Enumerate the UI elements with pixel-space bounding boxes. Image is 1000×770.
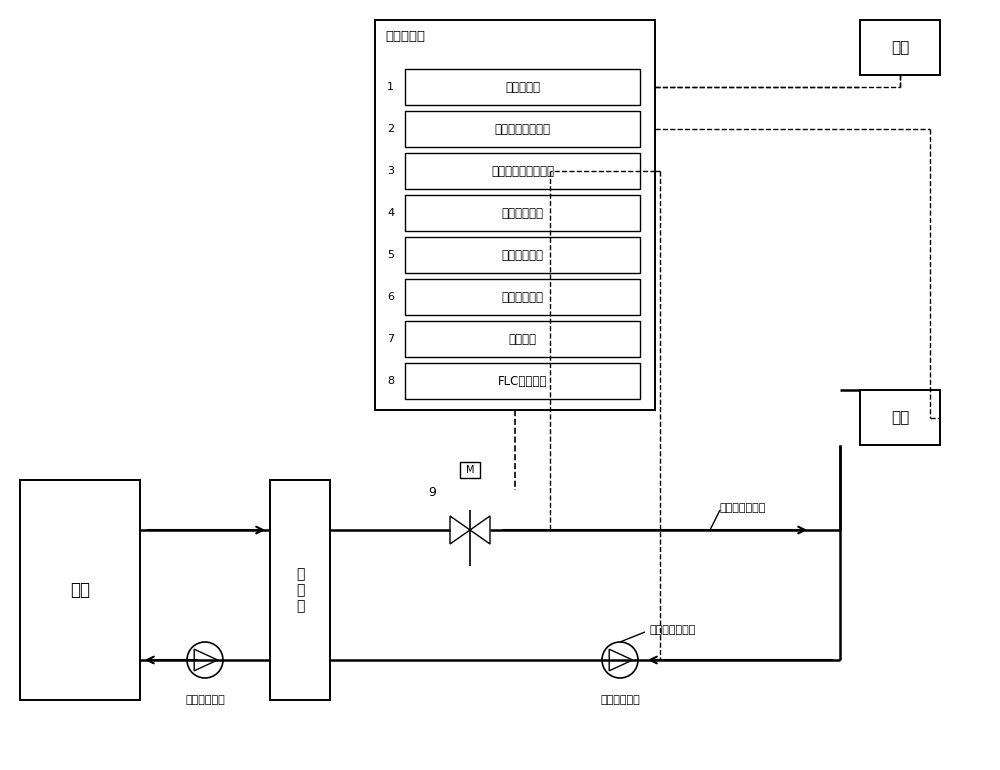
Text: 9: 9 xyxy=(428,486,436,498)
Bar xyxy=(405,363,640,399)
Text: 7: 7 xyxy=(387,334,394,344)
Text: FLC控制模块: FLC控制模块 xyxy=(498,374,547,387)
Bar xyxy=(405,321,640,357)
Bar xyxy=(405,195,640,231)
Bar xyxy=(405,237,640,273)
Text: 1: 1 xyxy=(387,82,394,92)
Text: 5: 5 xyxy=(387,250,394,260)
Text: 8: 8 xyxy=(387,376,394,386)
Text: M: M xyxy=(466,465,474,475)
Text: 锅炉: 锅炉 xyxy=(70,581,90,599)
Text: 气候补偿器: 气候补偿器 xyxy=(385,29,425,42)
Text: 换
热
器: 换 热 器 xyxy=(296,567,304,613)
Bar xyxy=(860,390,940,445)
Text: 室外气象站: 室外气象站 xyxy=(505,81,540,93)
Text: 显示模块: 显示模块 xyxy=(508,333,536,346)
Text: 二次循环水泵: 二次循环水泵 xyxy=(600,695,640,705)
Text: 温度比较单元: 温度比较单元 xyxy=(501,249,543,262)
Bar xyxy=(405,111,640,147)
Bar xyxy=(270,480,330,700)
Text: 回水温度传感器: 回水温度传感器 xyxy=(650,625,696,635)
Text: 4: 4 xyxy=(387,208,394,218)
Text: 3: 3 xyxy=(387,166,394,176)
Text: 供水温度传感器: 供水温度传感器 xyxy=(720,503,766,513)
Bar xyxy=(405,279,640,315)
Text: 室外: 室外 xyxy=(891,40,909,55)
Bar xyxy=(405,153,640,189)
Bar xyxy=(405,69,640,105)
Bar xyxy=(375,20,655,410)
Text: 数据存储单元: 数据存储单元 xyxy=(501,290,543,303)
Text: 2: 2 xyxy=(387,124,394,134)
Text: 补偿计算单元: 补偿计算单元 xyxy=(501,206,543,219)
Text: 6: 6 xyxy=(387,292,394,302)
Bar xyxy=(20,480,140,700)
Text: 一次循环水泵: 一次循环水泵 xyxy=(185,695,225,705)
Bar xyxy=(460,462,480,478)
Text: 室内: 室内 xyxy=(891,410,909,425)
Bar xyxy=(860,20,940,75)
Text: 供回水温度采集单元: 供回水温度采集单元 xyxy=(491,165,554,178)
Text: 室内温度采集单元: 室内温度采集单元 xyxy=(494,122,550,136)
